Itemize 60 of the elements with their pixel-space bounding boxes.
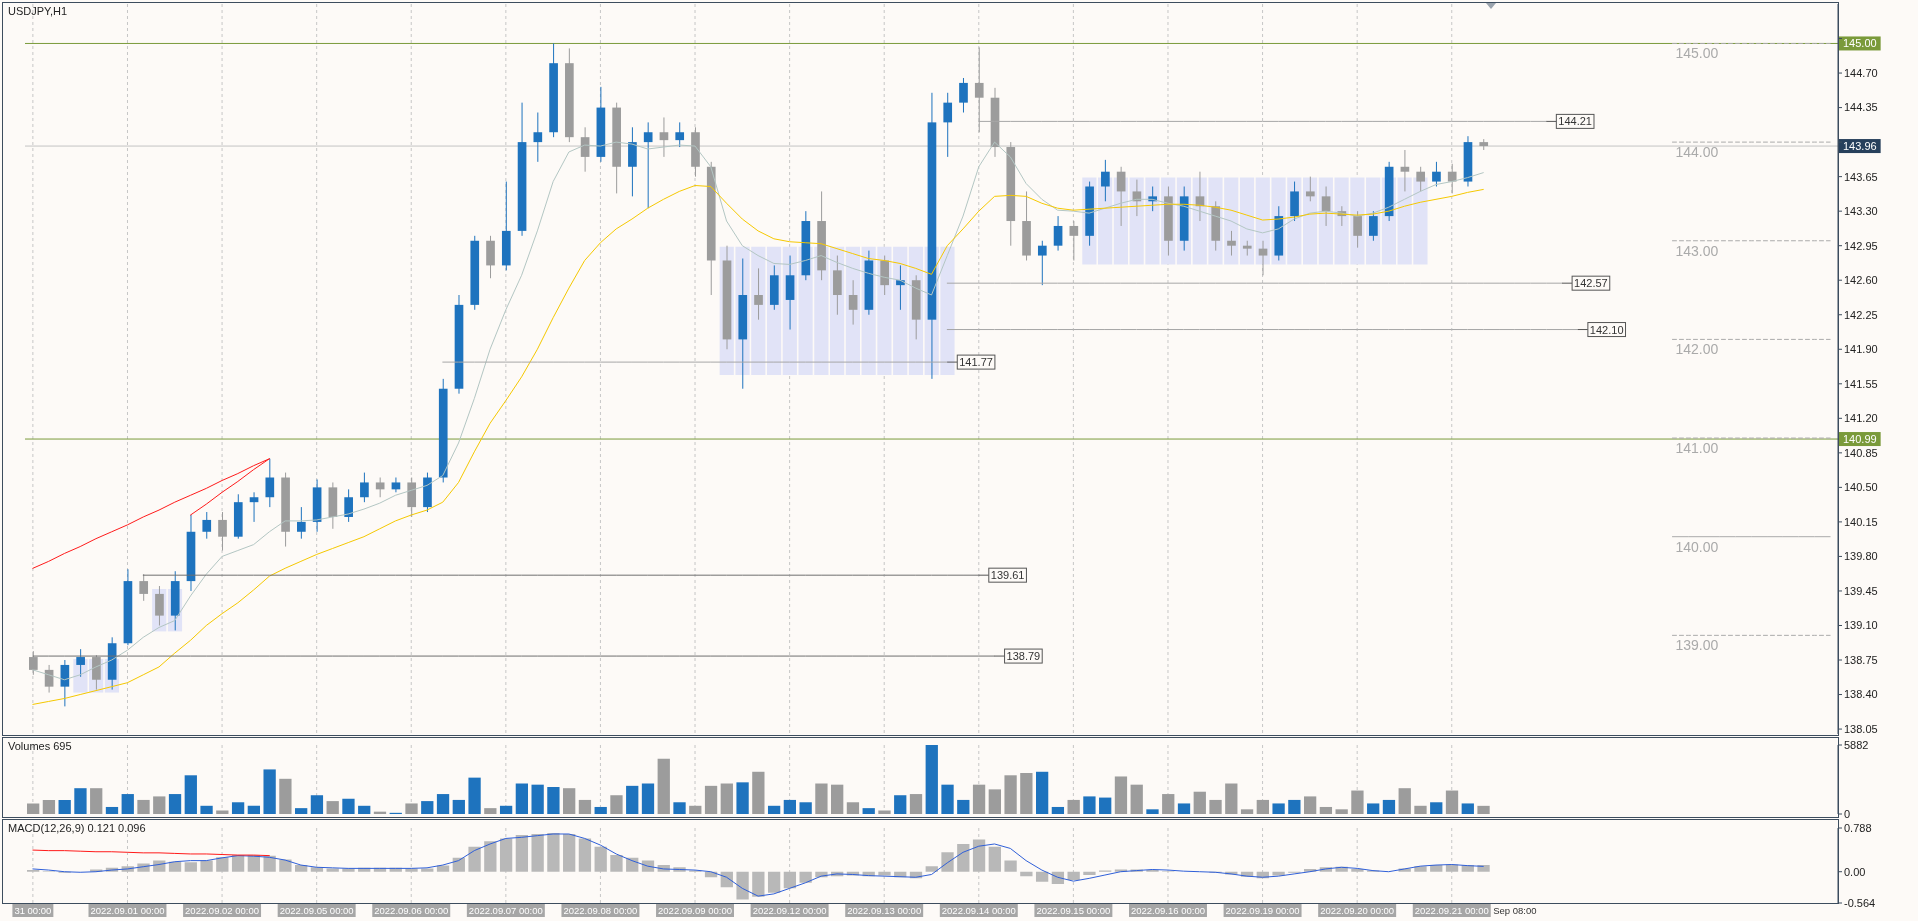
y-tick-label: 138.40 xyxy=(1844,688,1878,701)
x-tick-label: Sep 08:00 xyxy=(1493,905,1537,916)
y-tick-label: 0.00 xyxy=(1844,865,1866,878)
y-tick-label: 140.50 xyxy=(1844,481,1878,494)
ref-line-label: 140.99 xyxy=(1843,433,1877,446)
series-label: 141.77 xyxy=(959,356,993,369)
y-tick-label: 144.35 xyxy=(1844,101,1878,114)
x-tick-label: 2022.09.14 00:00 xyxy=(941,905,1016,916)
ref-line-label: 145.00 xyxy=(1843,37,1877,50)
x-tick-label: 2022.09.01 00:00 xyxy=(90,905,165,916)
series-label: 140.00 xyxy=(1675,538,1719,555)
chart-title: Volumes 695 xyxy=(8,740,72,753)
series-label: 142.00 xyxy=(1675,341,1719,358)
y-tick-label: 138.05 xyxy=(1844,722,1878,735)
series-label: 144.00 xyxy=(1675,144,1719,161)
ref-line-label: 143.96 xyxy=(1843,140,1877,153)
y-tick-label: 141.55 xyxy=(1844,377,1878,390)
y-tick-label: 140.85 xyxy=(1844,446,1878,459)
y-tick-label: 143.65 xyxy=(1844,170,1878,183)
series-label: 139.00 xyxy=(1675,637,1719,654)
y-tick-label: 142.95 xyxy=(1844,239,1878,252)
x-tick-label: 2022.09.19 00:00 xyxy=(1225,905,1300,916)
series-label: 139.61 xyxy=(990,569,1025,582)
x-tick-label: 2022.09.21 00:00 xyxy=(1414,905,1489,916)
y-tick-label: 143.30 xyxy=(1844,205,1878,218)
series-label: 142.10 xyxy=(1589,323,1624,336)
y-tick-label: 138.75 xyxy=(1844,653,1878,666)
x-tick-label: 2022.09.07 00:00 xyxy=(468,905,543,916)
y-tick-label: -0.564 xyxy=(1844,896,1876,909)
y-tick-label: 139.80 xyxy=(1844,550,1878,563)
series-label: 143.00 xyxy=(1675,242,1719,259)
x-tick-label: 2022.09.09 00:00 xyxy=(658,905,733,916)
y-tick-label: 0 xyxy=(1844,807,1851,820)
y-tick-label: 5882 xyxy=(1844,738,1869,751)
chart-title: MACD(12,26,9) 0.121 0.096 xyxy=(8,822,146,835)
y-tick-label: 142.60 xyxy=(1844,274,1878,287)
series-label: 142.57 xyxy=(1574,277,1608,290)
series-label: 144.21 xyxy=(1558,115,1592,128)
y-tick-label: 144.70 xyxy=(1844,66,1878,79)
y-tick-label: 141.20 xyxy=(1844,412,1878,425)
y-tick-label: 0.788 xyxy=(1844,821,1872,834)
x-tick-label: 2022.09.16 00:00 xyxy=(1130,905,1205,916)
x-tick-label: 2022.09.06 00:00 xyxy=(374,905,449,916)
chart-title: USDJPY,H1 xyxy=(8,5,68,18)
x-tick-label: 2022.09.12 00:00 xyxy=(752,905,827,916)
series-label: 138.79 xyxy=(1006,650,1041,663)
x-tick-label: 2022.09.20 00:00 xyxy=(1320,905,1395,916)
series-label: 141.00 xyxy=(1675,440,1719,457)
y-tick-label: 141.90 xyxy=(1844,343,1878,356)
y-tick-label: 142.25 xyxy=(1844,308,1878,321)
y-tick-label: 139.10 xyxy=(1844,619,1878,632)
x-tick-label: 2022.09.13 00:00 xyxy=(847,905,922,916)
y-tick-label: 140.15 xyxy=(1844,515,1878,528)
x-tick-label: 31 00:00 xyxy=(14,905,52,916)
x-tick-label: 2022.09.05 00:00 xyxy=(279,905,354,916)
series-label: 145.00 xyxy=(1675,45,1719,62)
x-tick-label: 2022.09.15 00:00 xyxy=(1036,905,1111,916)
x-tick-label: 2022.09.08 00:00 xyxy=(563,905,638,916)
y-tick-label: 139.45 xyxy=(1844,584,1878,597)
x-tick-label: 2022.09.02 00:00 xyxy=(185,905,260,916)
